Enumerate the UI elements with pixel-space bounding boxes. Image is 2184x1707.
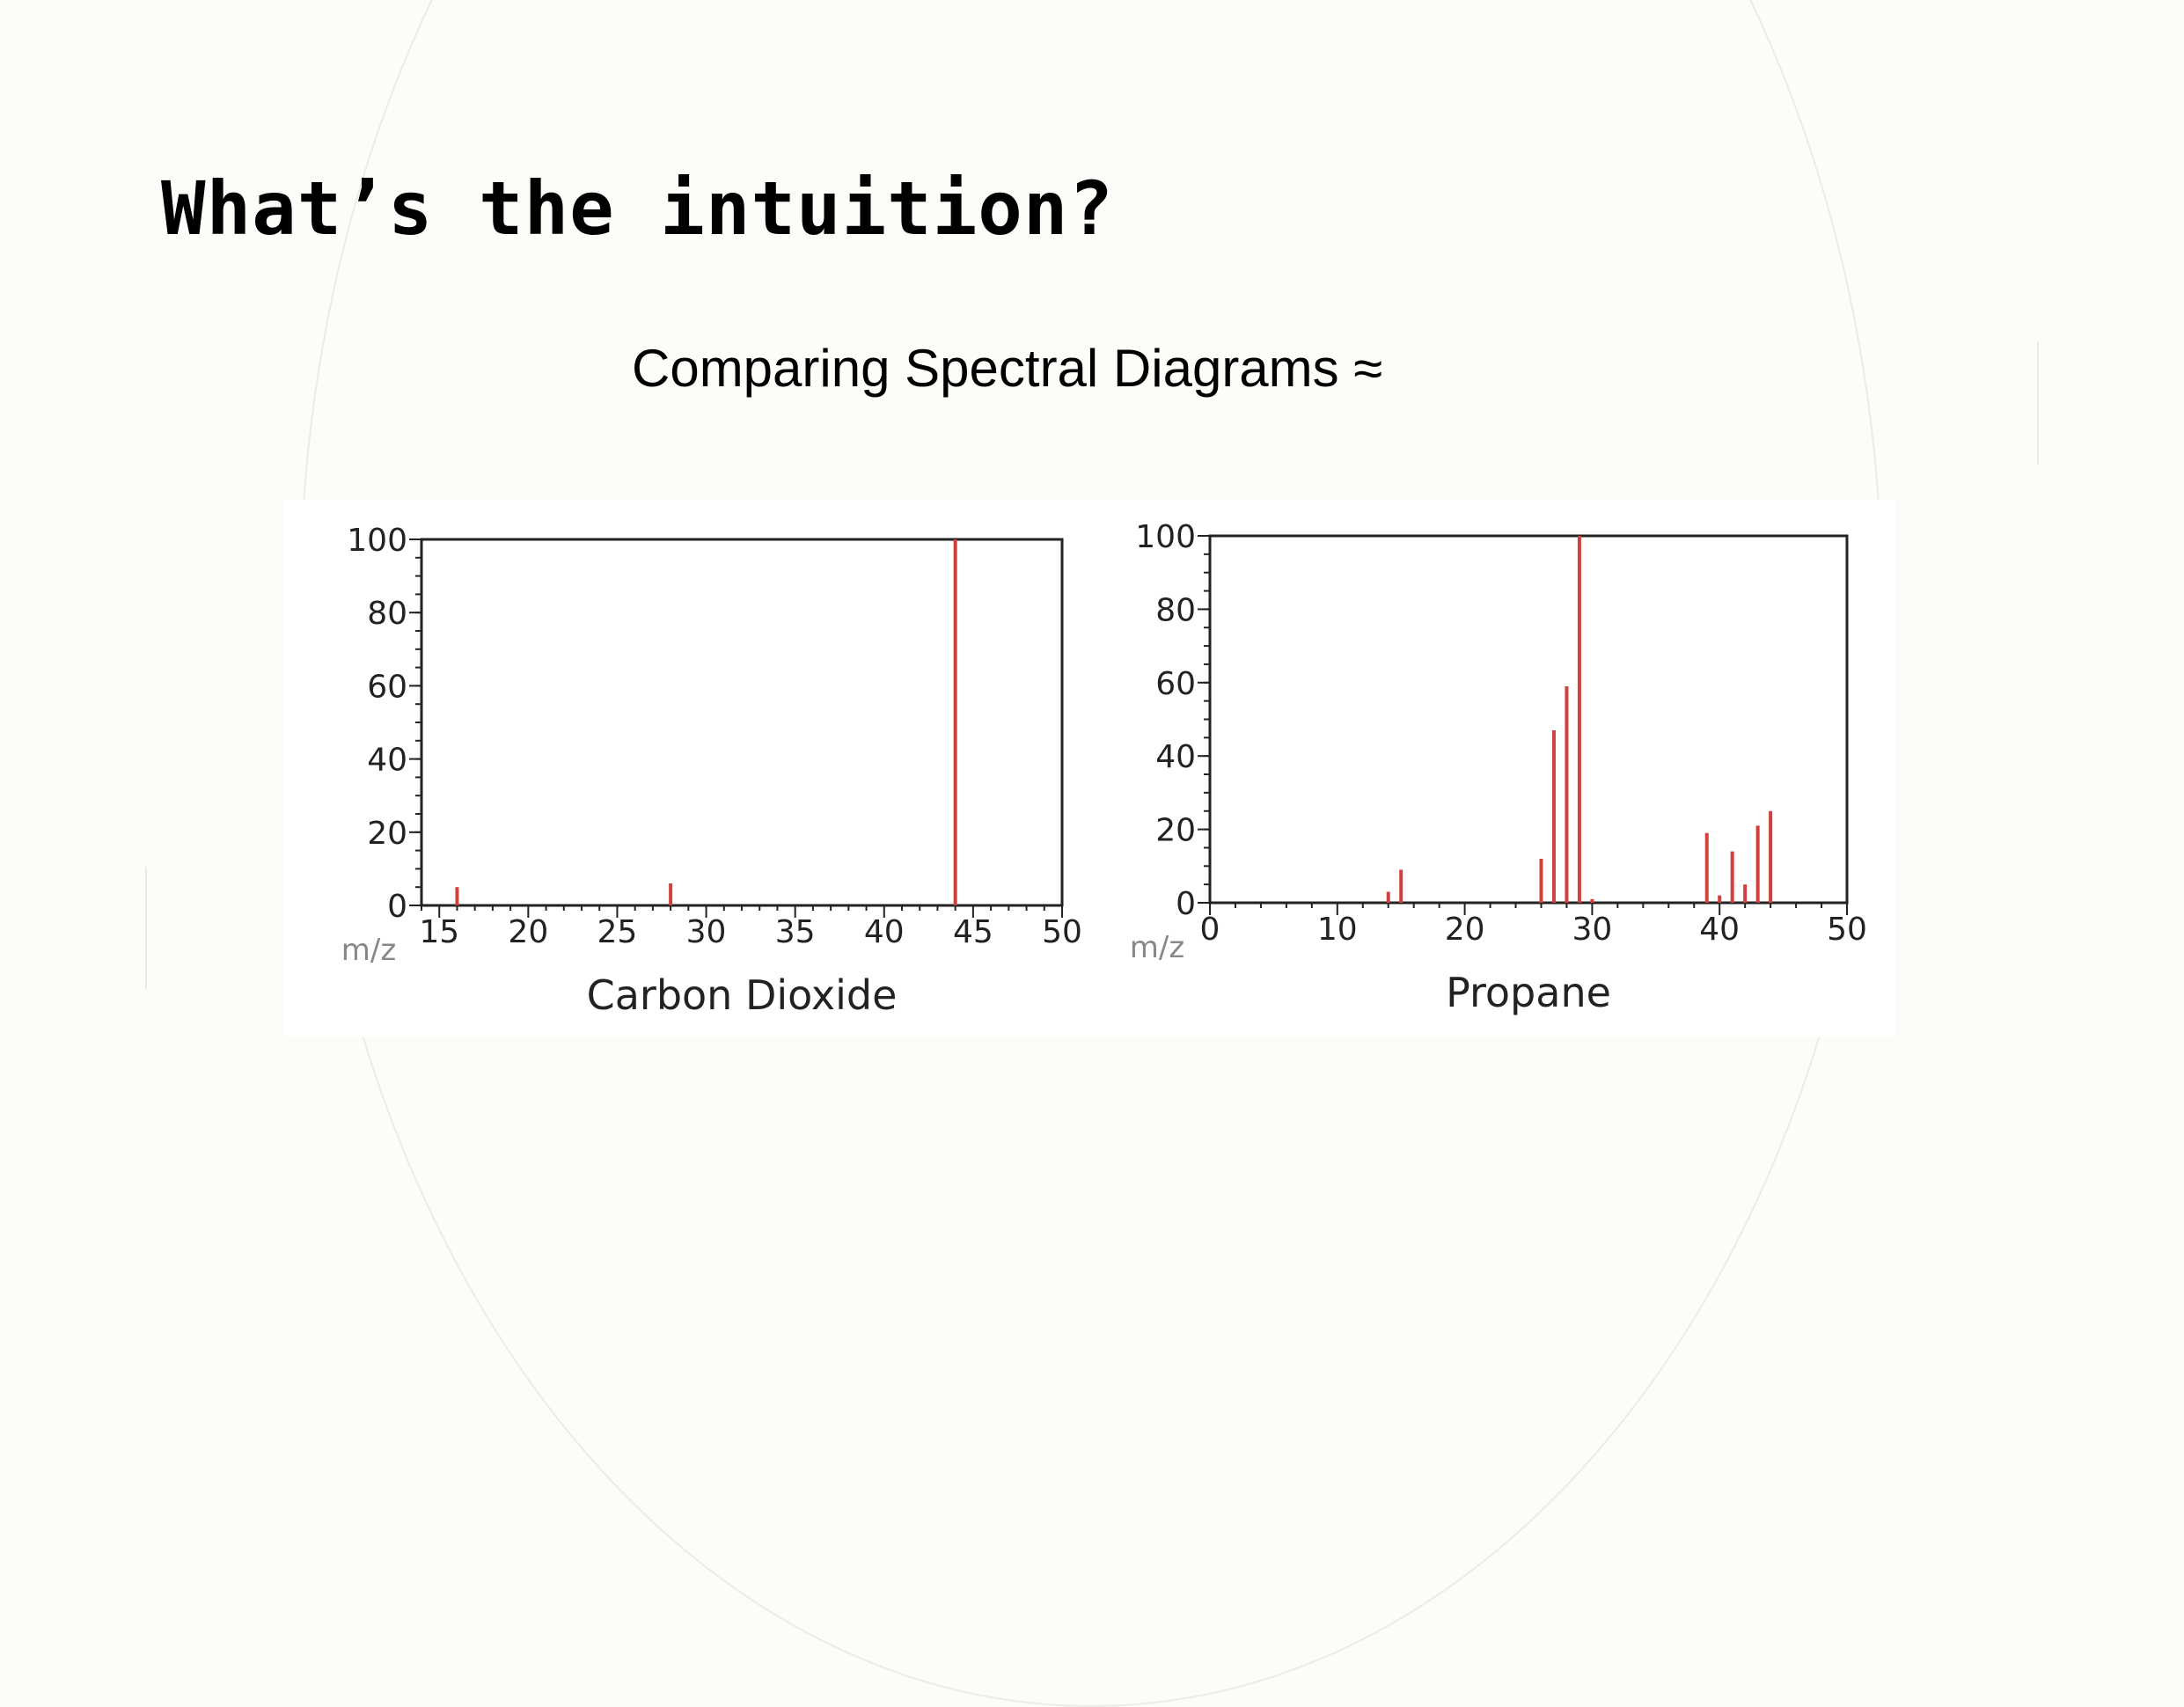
x-tick-label: 30 bbox=[686, 914, 727, 950]
propane-spectrum: 0 20 40 60 80 100 0 10 20 30 40 50 m/z Propane bbox=[1130, 519, 1867, 1016]
x-tick-label: 50 bbox=[1042, 914, 1082, 950]
x-tick-label: 35 bbox=[775, 914, 816, 950]
chart-title: Carbon Dioxide bbox=[587, 971, 898, 1019]
y-tick-label: 0 bbox=[387, 889, 407, 925]
y-tick-label: 80 bbox=[1155, 592, 1196, 628]
y-tick-label: 20 bbox=[367, 816, 407, 852]
x-tick-label: 25 bbox=[597, 914, 638, 950]
y-tick-label: 100 bbox=[347, 523, 407, 559]
chart-title: Propane bbox=[1446, 969, 1611, 1016]
x-tick-label: 20 bbox=[508, 914, 548, 950]
y-tick-label: 40 bbox=[367, 743, 407, 779]
plot-frame bbox=[420, 538, 1064, 907]
x-axis-label: m/z bbox=[1130, 930, 1184, 965]
y-tick-label: 60 bbox=[367, 669, 407, 705]
x-tick-label: 15 bbox=[419, 914, 459, 950]
y-tick-label: 60 bbox=[1155, 666, 1196, 702]
plot-frame bbox=[1208, 534, 1849, 905]
y-tick-label: 80 bbox=[367, 596, 407, 632]
y-tick-label: 0 bbox=[1176, 886, 1196, 922]
y-tick-label: 20 bbox=[1155, 813, 1196, 849]
x-axis-label: m/z bbox=[341, 933, 396, 968]
x-tick-label: 40 bbox=[1699, 912, 1740, 948]
y-tick-label: 40 bbox=[1155, 739, 1196, 775]
x-tick-label: 30 bbox=[1572, 912, 1612, 948]
x-tick-label: 10 bbox=[1317, 912, 1358, 948]
x-tick-label: 50 bbox=[1827, 912, 1867, 948]
x-tick-label: 0 bbox=[1200, 912, 1220, 948]
x-tick-label: 40 bbox=[864, 914, 905, 950]
carbon-dioxide-spectrum: 0 20 40 60 80 100 15 20 25 30 35 40 45 50 m/z Carbon Di… bbox=[341, 523, 1082, 1019]
x-tick-label: 20 bbox=[1445, 912, 1485, 948]
x-tick-label: 45 bbox=[953, 914, 993, 950]
slide-subtitle: Comparing Spectral Diagrams ≈ bbox=[632, 339, 1383, 398]
edge-line-left bbox=[145, 867, 147, 990]
edge-line-right bbox=[2037, 341, 2039, 465]
slide-title: What’s the intuition? bbox=[161, 165, 1115, 252]
spectra-panel: 0 20 40 60 80 100 15 20 25 30 35 40 45 50 m/z Carbon Di… bbox=[283, 500, 1895, 1037]
y-tick-label: 100 bbox=[1135, 519, 1196, 555]
